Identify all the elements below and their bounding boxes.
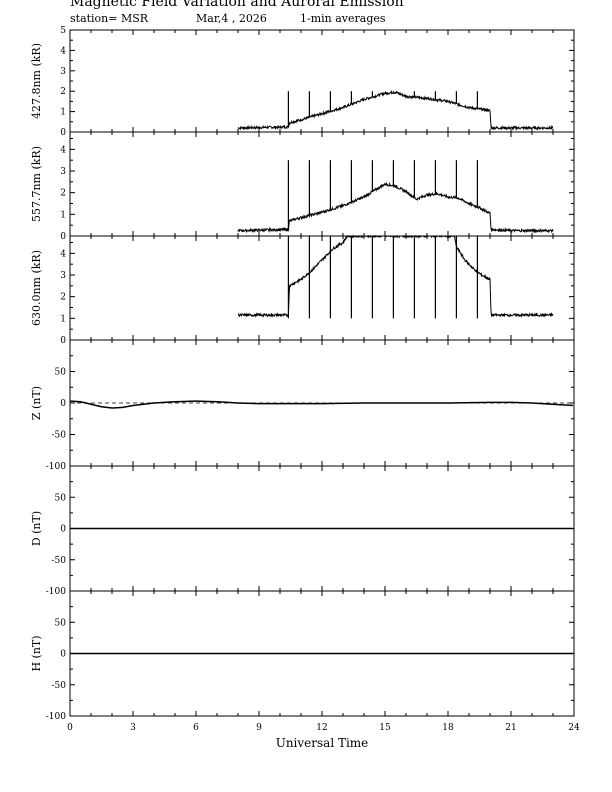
x-tick-label: 0 [67, 723, 73, 733]
y-axis-label: Z (nT) [30, 386, 43, 420]
series-line [69, 400, 573, 409]
y-tick-label: 50 [55, 493, 67, 503]
x-tick-label: 3 [130, 723, 136, 733]
series-line [237, 89, 554, 131]
y-tick-label: 2 [60, 293, 66, 303]
series-line [237, 181, 554, 234]
panel-frame [69, 235, 575, 341]
y-tick-label: 0 [60, 650, 66, 660]
y-tick-label: 1 [60, 108, 66, 118]
panel-frame [69, 131, 575, 237]
y-tick-label: 1 [60, 210, 66, 220]
y-tick-label: 4 [60, 46, 66, 56]
x-tick-label: 12 [316, 723, 327, 733]
x-axis-label: Universal Time [276, 736, 369, 750]
y-tick-label: -50 [52, 556, 67, 566]
y-tick-label: 3 [60, 67, 66, 77]
y-axis-label: 427.8nm (kR) [30, 43, 43, 119]
y-tick-label: 1 [60, 314, 66, 324]
y-tick-label: 0 [60, 336, 66, 346]
averaging-label: 1-min averages [300, 12, 386, 25]
y-tick-label: 2 [60, 87, 66, 97]
date-label: Mar,4 , 2026 [196, 12, 267, 25]
y-tick-label: 50 [55, 368, 67, 378]
y-tick-label: 5 [60, 26, 66, 36]
series-line [237, 234, 554, 318]
y-tick-label: -100 [46, 587, 66, 597]
y-axis-label: D (nT) [30, 511, 43, 546]
panel-frame [69, 29, 575, 133]
y-tick-label: 3 [60, 271, 66, 281]
x-tick-label: 24 [568, 723, 580, 733]
y-tick-label: 0 [60, 525, 66, 535]
y-axis-label: 630.0nm (kR) [30, 250, 43, 326]
y-tick-label: 4 [60, 145, 66, 155]
y-tick-label: 0 [60, 128, 66, 138]
y-axis-label: 557.7nm (kR) [30, 146, 43, 222]
y-tick-label: 2 [60, 189, 66, 199]
chart-title: Magnetic Field Variation and Auroral Emi… [70, 0, 404, 10]
y-tick-label: -50 [52, 431, 67, 441]
y-tick-label: 0 [60, 232, 66, 242]
y-tick-label: -100 [46, 462, 66, 472]
y-tick-label: 3 [60, 167, 66, 177]
y-tick-label: 0 [60, 399, 66, 409]
y-tick-label: 50 [55, 618, 67, 628]
x-tick-label: 9 [256, 723, 262, 733]
x-tick-label: 21 [505, 723, 516, 733]
y-tick-label: -50 [52, 681, 67, 691]
x-tick-label: 15 [379, 723, 391, 733]
y-axis-label: H (nT) [30, 635, 43, 671]
y-tick-label: 4 [60, 249, 66, 259]
x-tick-label: 18 [442, 723, 454, 733]
station-label: station= MSR [70, 12, 149, 25]
x-tick-label: 6 [193, 723, 199, 733]
y-tick-label: -100 [46, 712, 66, 722]
